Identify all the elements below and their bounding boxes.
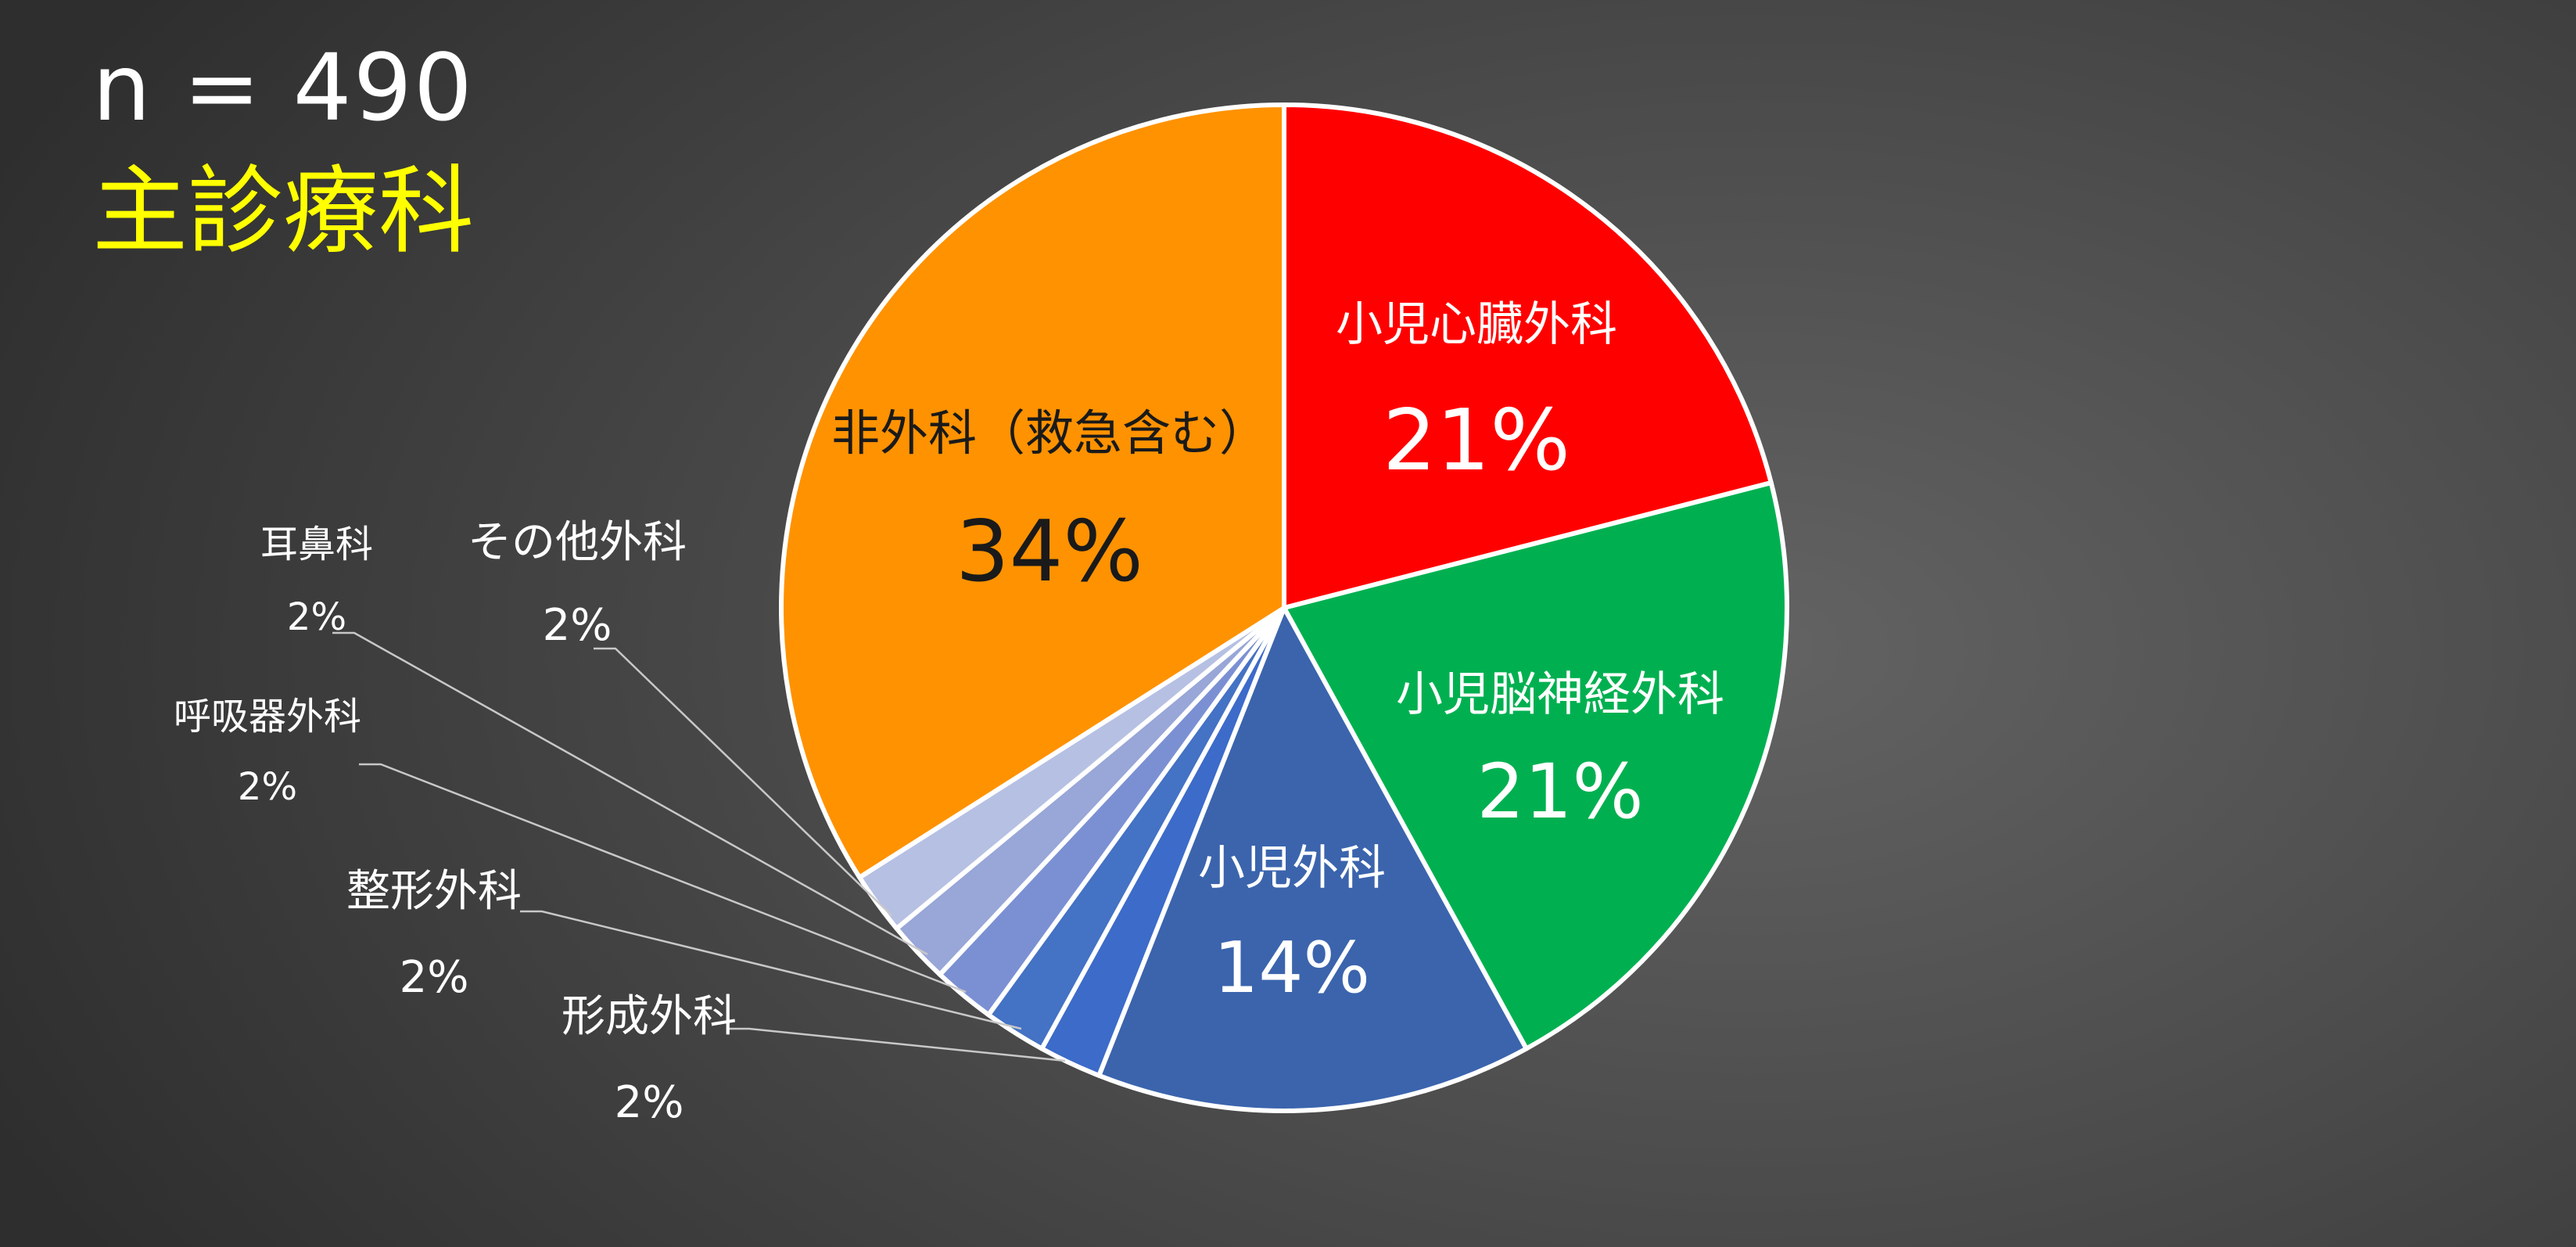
slice-5-value: 2% [400,952,469,1003]
slice-8-value: 2% [543,600,612,651]
slice-5-leader-line [520,910,1022,1030]
pie-slices [779,102,1789,1113]
leader-lines [332,631,1066,1062]
slice-3 [1096,606,1529,1113]
slice-2-label: 小児脳神経外科 [1396,667,1724,722]
slice-9-value: 34% [956,503,1143,601]
slice-4-leader-line [727,1027,1066,1062]
slice-6-leader-line [359,763,967,994]
slice-4-value: 2% [615,1077,684,1128]
slice-3-label: 小児外科 [1198,841,1386,896]
slice-5-label: 整形外科 [346,866,522,917]
slice-9-label: 非外科（救急含む） [831,404,1268,462]
slice-2-value: 21% [1476,748,1643,836]
slice-1-label: 小児心臓外科 [1336,297,1617,352]
slice-1-value: 21% [1383,392,1570,490]
slice-7-leader-line [332,631,928,956]
slice-9 [779,102,1286,880]
slice-8-label: その他外科 [468,517,687,568]
slice-7-value: 2% [287,595,346,639]
slice-4-label: 形成外科 [561,991,737,1042]
slice-1 [1282,102,1774,610]
sample-size-label: n = 490 [92,34,474,142]
slice-6-value: 2% [238,765,297,809]
slice-3-value: 14% [1214,927,1370,1009]
slice-labels: 小児心臓外科 21% 小児脳神経外科 21% 小児外科 14% 形成外科 2% 整形外科 2% 呼吸… [174,297,1724,1128]
slice-7-label: 耳鼻科 [260,523,373,566]
slice-2 [1282,480,1789,1051]
chart-title: 主診療科 [92,156,474,267]
slice-8-leader-line [594,647,892,916]
slice-6-label: 呼吸器外科 [174,695,361,738]
